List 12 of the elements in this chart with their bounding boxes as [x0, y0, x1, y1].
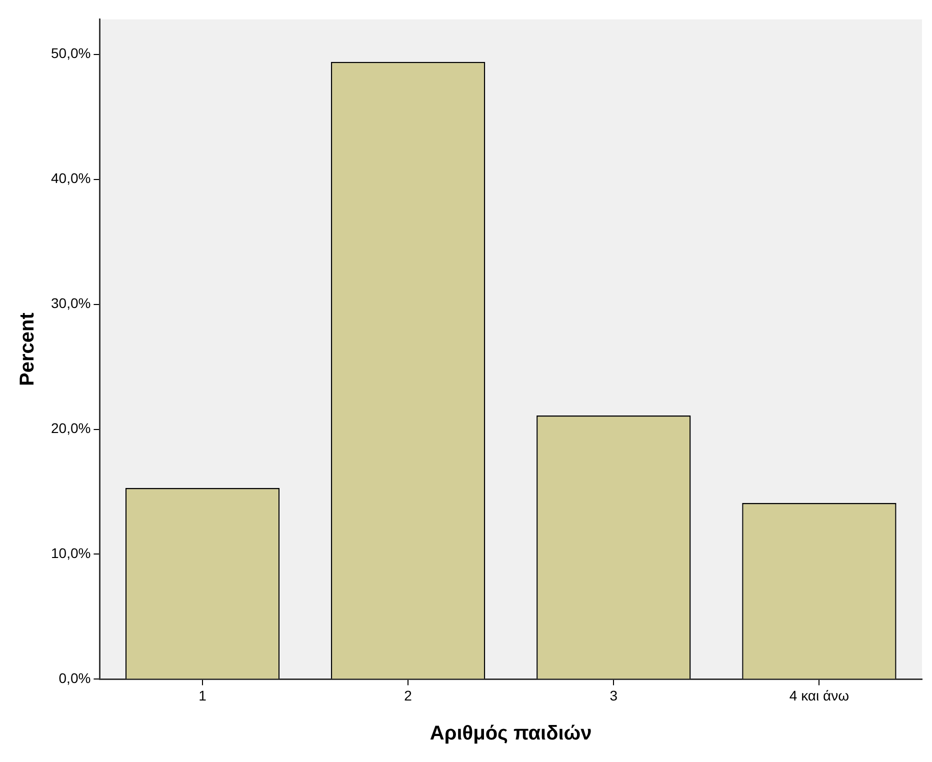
- y-axis-title: Percent: [16, 312, 39, 386]
- x-tick-label: 4 και άνω: [789, 687, 850, 704]
- y-tick-label: 40,0%: [50, 170, 91, 186]
- y-tick-label: 20,0%: [50, 420, 91, 436]
- x-tick-label: 2: [404, 687, 412, 704]
- y-tick-label: 50,0%: [50, 45, 91, 62]
- x-tick-label: 1: [198, 687, 207, 704]
- y-tick-label: 30,0%: [50, 295, 91, 312]
- y-tick-label: 10,0%: [50, 545, 91, 562]
- x-tick-label: 3: [610, 687, 618, 704]
- y-tick-label: 0,0%: [58, 670, 91, 686]
- x-axis-title: Αριθμός παιδιών: [430, 722, 592, 745]
